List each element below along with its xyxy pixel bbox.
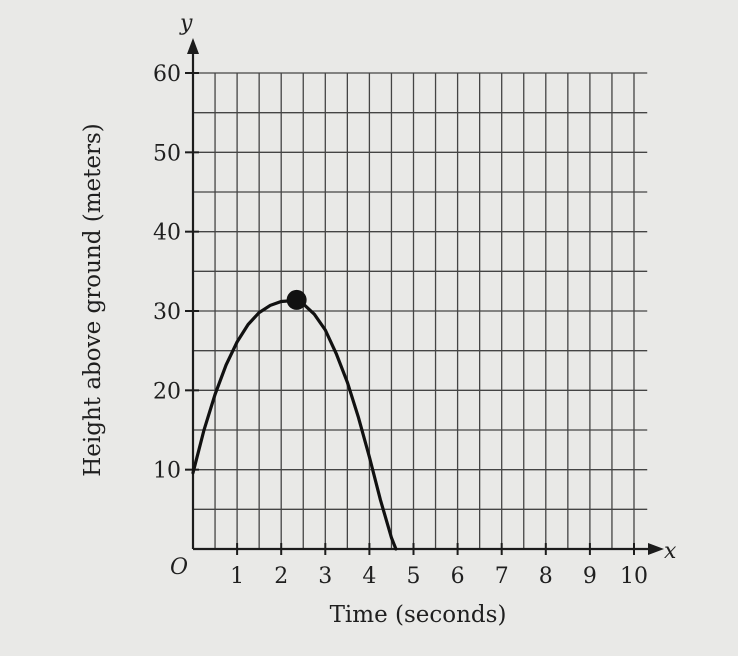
x-tick-label: 9 [583, 564, 597, 589]
y-axis-title: Height above ground (meters) [80, 123, 106, 477]
y-axis-arrow [187, 38, 199, 54]
y-tick-label: 10 [153, 459, 181, 484]
tick-labels: 1 2 3 4 5 6 7 8 9 10 10 20 30 40 50 60 [153, 62, 648, 589]
origin-label: O [170, 555, 188, 580]
x-tick-label: 2 [274, 564, 288, 589]
y-tick-label: 40 [153, 221, 181, 246]
y-axis-letter: y [179, 11, 193, 36]
x-tick-label: 6 [451, 564, 465, 589]
x-tick-label: 3 [318, 564, 332, 589]
y-tick-label: 30 [153, 300, 181, 325]
y-tick-label: 60 [153, 62, 181, 87]
height-curve [191, 299, 398, 551]
tick-marks [185, 72, 635, 555]
grid [193, 72, 648, 549]
x-tick-label: 7 [495, 564, 509, 589]
x-tick-label: 8 [539, 564, 553, 589]
axes [187, 38, 664, 555]
x-tick-label: 1 [230, 564, 244, 589]
y-tick-label: 50 [153, 141, 181, 166]
y-tick-label: 20 [153, 379, 181, 404]
x-axis-arrow [648, 543, 664, 555]
x-axis-title: Time (seconds) [330, 602, 507, 628]
x-tick-label: 10 [620, 564, 648, 589]
maximum-point-marker [286, 289, 307, 310]
x-tick-label: 4 [362, 564, 376, 589]
x-tick-label: 5 [407, 564, 421, 589]
x-axis-letter: x [664, 539, 677, 564]
